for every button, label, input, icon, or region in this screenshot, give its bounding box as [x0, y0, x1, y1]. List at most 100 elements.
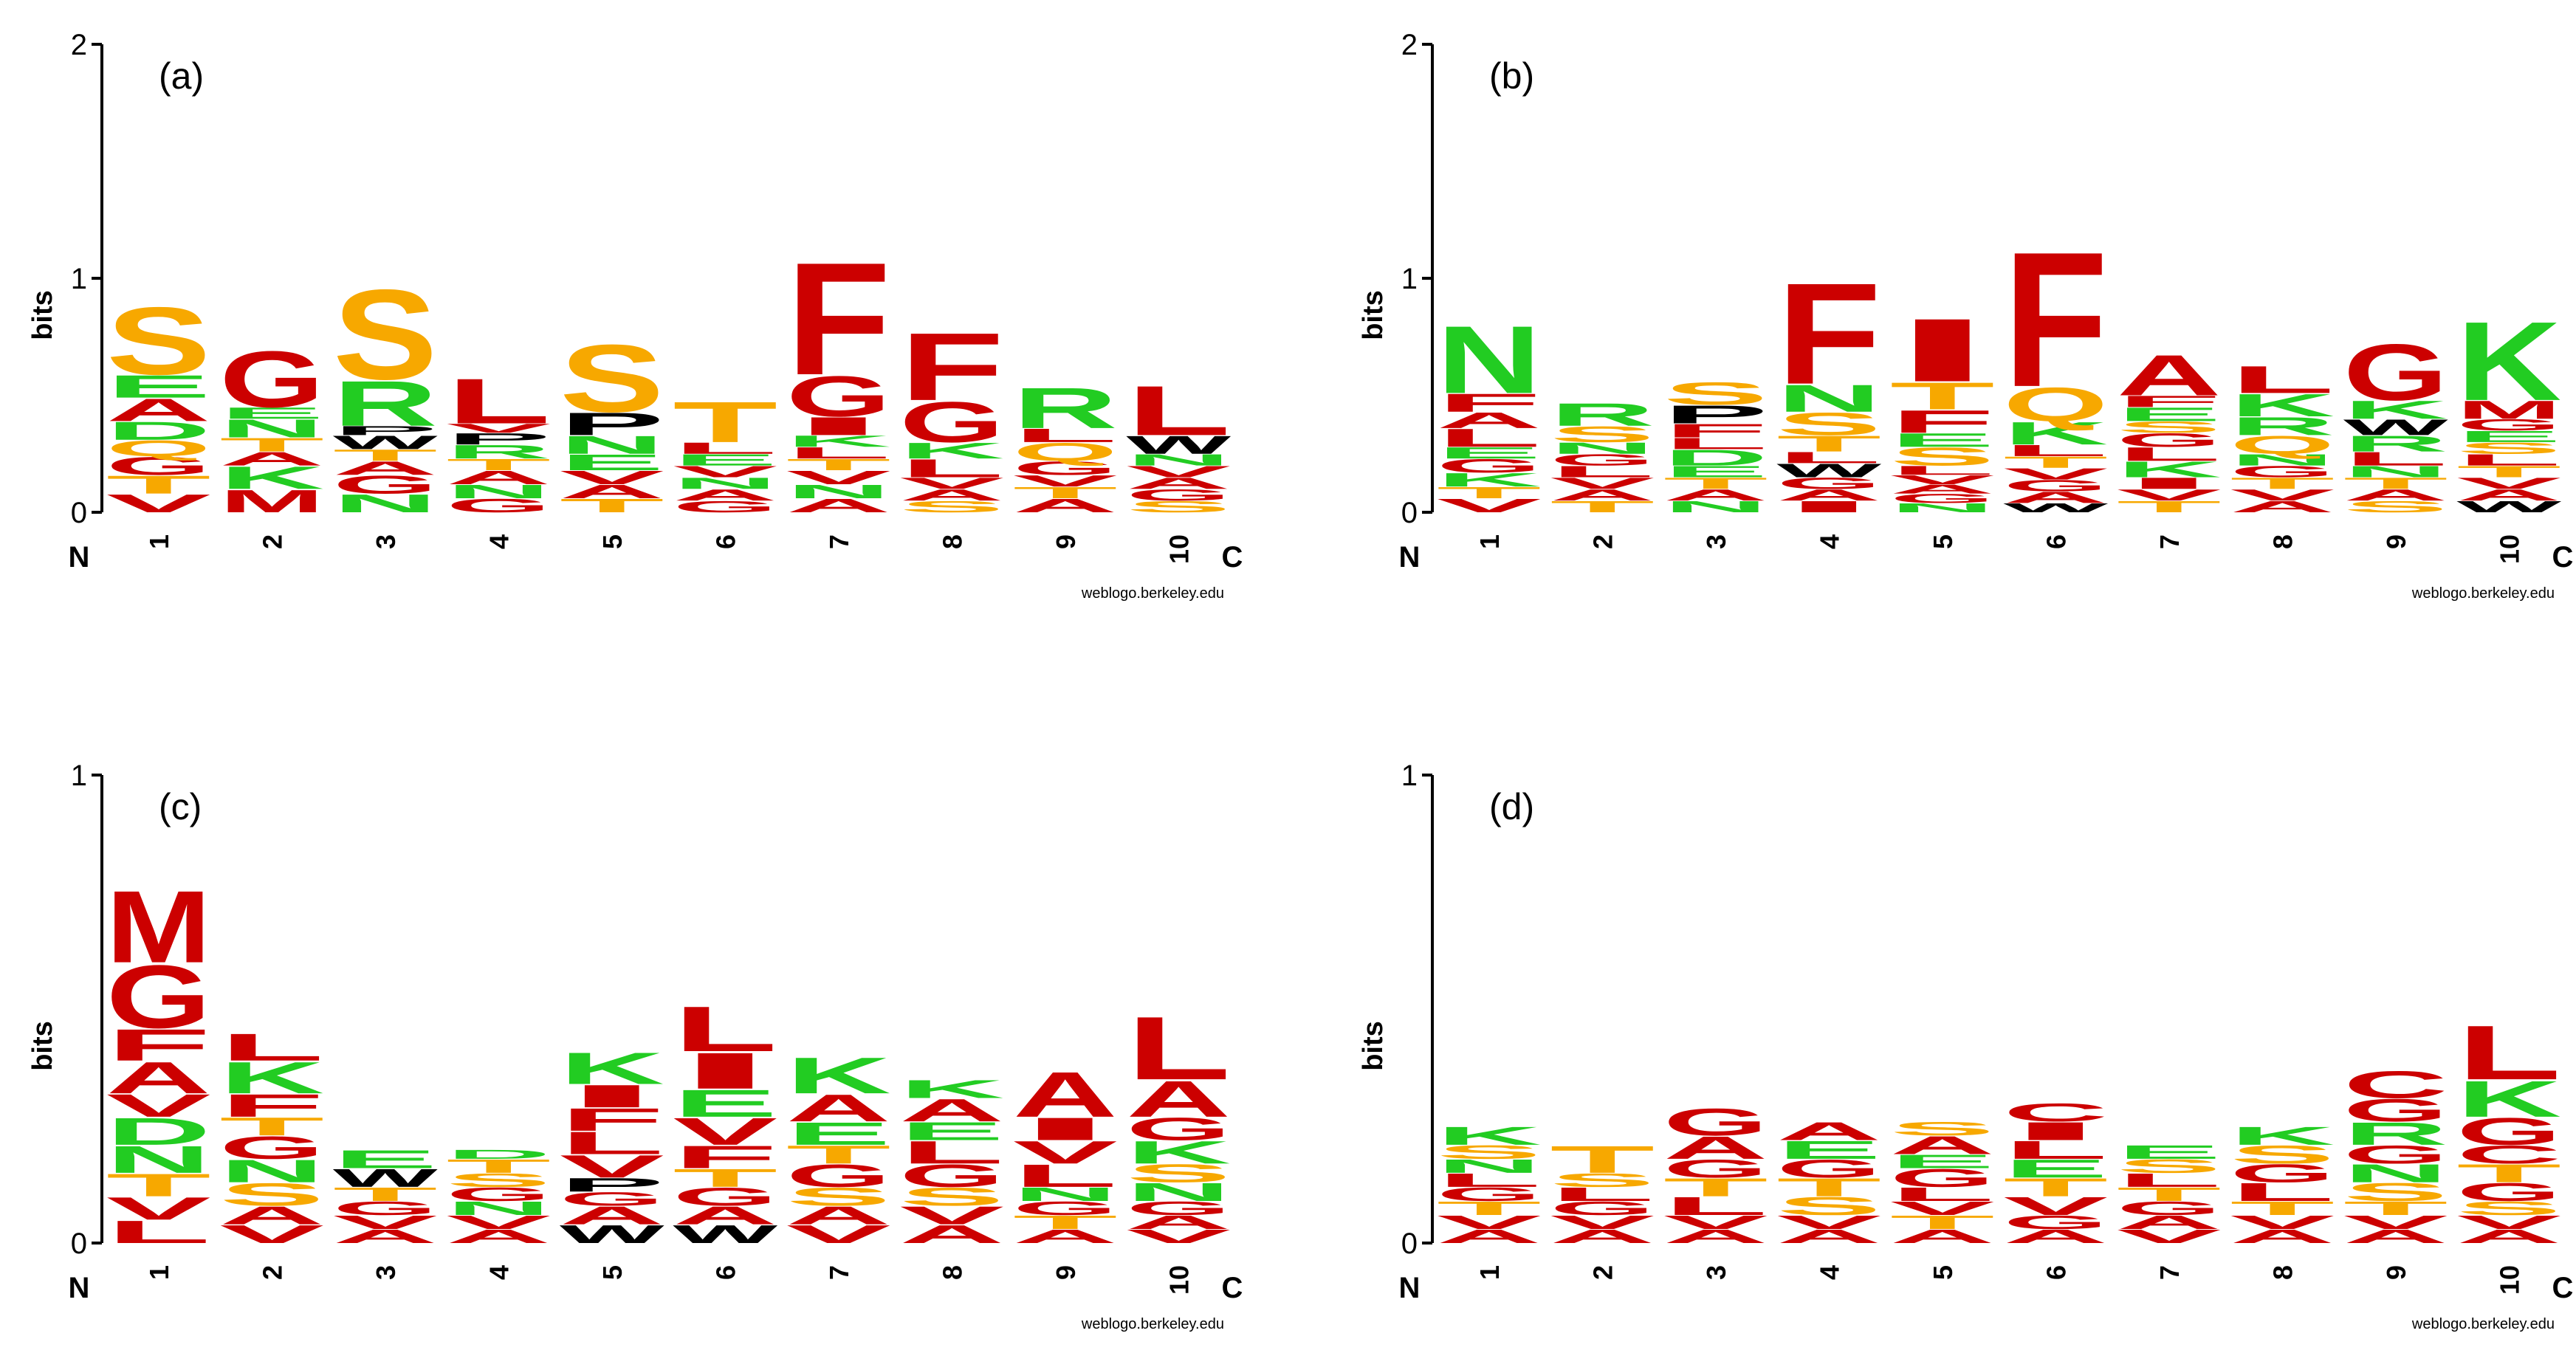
residue-letter: W — [1126, 430, 1232, 459]
position-label: 5 — [597, 1265, 628, 1280]
residue-letter: A — [899, 486, 1004, 504]
residue-letter: T — [333, 447, 438, 464]
residue-letter: V — [560, 467, 665, 489]
residue-letter: N — [446, 481, 551, 503]
residue-letter: P — [560, 406, 664, 441]
residue-letter: E — [1890, 1151, 1995, 1172]
residue-letter: N — [2230, 451, 2335, 469]
residue-letter: R — [1550, 397, 1655, 433]
residue-letter: T — [673, 390, 777, 455]
position-label: 5 — [1928, 1265, 1958, 1280]
residue-letter: A — [1013, 1226, 1118, 1247]
residue-letter: W — [2456, 498, 2562, 515]
residue-letter: T — [333, 1184, 438, 1205]
residue-letter: L — [1126, 371, 1231, 450]
residue-letter: T — [106, 470, 211, 499]
residue-letter: V — [2456, 475, 2561, 492]
residue-letter: S — [1890, 1118, 1995, 1140]
residue-letter: C — [2456, 1140, 2561, 1169]
residue-letter: I — [673, 1043, 777, 1101]
residue-letter: E — [219, 404, 324, 422]
residue-letter: T — [2117, 1184, 2222, 1205]
residue-letter: V — [1663, 1212, 1769, 1233]
residue-letter: A — [106, 1053, 211, 1103]
residue-letter: G — [673, 1182, 777, 1211]
residue-letter: N — [1437, 1156, 1542, 1177]
residue-letter: P — [560, 1174, 664, 1196]
residue-letter: G — [2456, 1177, 2561, 1206]
position-label: 9 — [2381, 534, 2411, 549]
residue-letter: S — [1776, 406, 1881, 441]
position-label: 2 — [1587, 534, 1618, 549]
residue-letter: C — [2343, 1063, 2448, 1106]
residue-letter: L — [2230, 358, 2335, 401]
residue-letter: G — [899, 390, 1004, 455]
residue-letter: E — [899, 1117, 1004, 1146]
y-axis-label: bits — [1358, 290, 1389, 340]
residue-letter: T — [2343, 1198, 2448, 1219]
residue-letter: T — [106, 1168, 211, 1203]
residue-letter: L — [219, 1026, 324, 1069]
residue-letter: A — [2456, 1226, 2561, 1247]
residue-letter: G — [1550, 1198, 1655, 1219]
residue-letter: G — [786, 1158, 891, 1194]
residue-letter: N — [219, 1154, 324, 1189]
residue-letter: G — [106, 452, 211, 481]
residue-letter: I — [560, 1078, 664, 1114]
residue-letter: G — [1776, 475, 1881, 492]
residue-letter: V — [2117, 1226, 2222, 1247]
residue-letter: G — [2456, 1110, 2561, 1153]
residue-letter: A — [2343, 1226, 2448, 1247]
residue-letter: L — [106, 1214, 211, 1250]
residue-letter: A — [1437, 1226, 1542, 1247]
residue-letter: R — [2343, 431, 2448, 456]
residue-letter: F — [1776, 252, 1881, 414]
residue-letter: C — [2003, 1098, 2108, 1127]
residue-letter: L — [2343, 448, 2448, 469]
residue-letter: V — [560, 1149, 664, 1184]
position-label: 4 — [1814, 534, 1844, 549]
residue-letter: Q — [2003, 378, 2108, 432]
position-label: 8 — [937, 1265, 967, 1280]
residue-letter: G — [1776, 1154, 1881, 1183]
residue-letter: A — [1013, 1058, 1118, 1130]
residue-letter: Q — [1013, 438, 1118, 467]
residue-letter: A — [1550, 486, 1655, 504]
residue-letter: G — [1126, 486, 1231, 504]
residue-letter: K — [786, 1047, 891, 1105]
residue-letter: L — [2456, 1009, 2561, 1095]
n-terminus: N — [69, 1272, 90, 1304]
residue-letter: A — [1776, 1117, 1881, 1146]
residue-letter: S — [446, 1170, 551, 1191]
y-tick-label: 1 — [71, 263, 87, 295]
residue-letter: T — [446, 455, 551, 473]
residue-letter: A — [1126, 475, 1231, 492]
residue-letter: N — [219, 414, 324, 443]
residue-letter: S — [106, 287, 211, 395]
residue-letter: T — [1890, 1212, 1995, 1233]
residue-letter: V — [2456, 1212, 2562, 1233]
residue-letter: G — [1126, 1198, 1231, 1219]
residue-letter: F — [1890, 404, 1995, 439]
residue-letter: E — [2456, 427, 2561, 445]
position-label: 4 — [484, 1265, 514, 1280]
residue-letter: F — [1663, 420, 1768, 441]
residue-letter: A — [2230, 1226, 2335, 1247]
residue-letter: S — [2456, 439, 2561, 457]
residue-letter: G — [1437, 455, 1542, 477]
residue-letter: N — [673, 475, 777, 492]
residue-letter: V — [673, 463, 777, 481]
residue-letter: T — [1013, 483, 1118, 501]
panel-label: (c) — [159, 786, 202, 827]
residue-letter: Q — [2230, 430, 2335, 459]
residue-letter: A — [1126, 1071, 1231, 1129]
residue-letter: S — [2117, 1156, 2222, 1177]
residue-letter: N — [446, 1198, 551, 1219]
position-label: 3 — [371, 1265, 401, 1280]
residue-letter: K — [560, 1043, 664, 1093]
position-label: 6 — [2041, 534, 2071, 549]
residue-letter: S — [2343, 1177, 2448, 1206]
residue-letter: V — [673, 1110, 777, 1153]
residue-letter: G — [899, 1158, 1004, 1194]
